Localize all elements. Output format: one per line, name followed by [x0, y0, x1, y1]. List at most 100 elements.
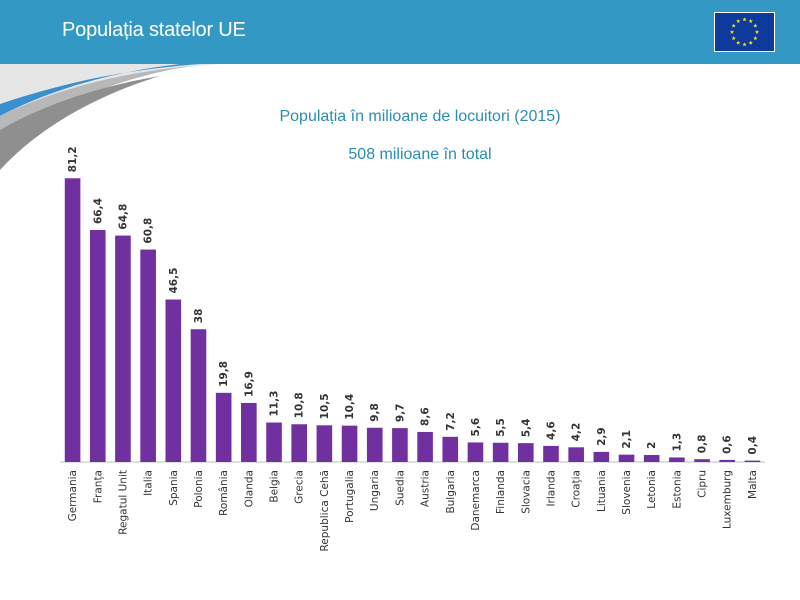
data-label: 5,4 [520, 419, 532, 438]
data-label: 0,8 [697, 435, 709, 454]
category-label: Polonia [193, 470, 205, 508]
bar [392, 428, 408, 462]
data-label: 4,6 [545, 421, 557, 440]
data-label: 19,8 [218, 361, 230, 387]
data-label: 16,9 [243, 371, 255, 397]
flag-star-icon [742, 17, 747, 22]
data-label: 10,4 [344, 394, 356, 420]
data-label: 2,9 [596, 427, 608, 446]
bar [518, 443, 534, 462]
bar [165, 299, 182, 462]
flag-star-icon [742, 42, 747, 47]
bar [643, 455, 660, 462]
bar [543, 445, 559, 462]
data-label: 38 [193, 309, 205, 324]
data-label: 2,1 [621, 430, 633, 449]
decorative-swoosh [0, 64, 220, 170]
category-label: Olanda [243, 470, 255, 507]
data-label: 10,5 [319, 393, 331, 419]
category-label: Danemarca [470, 470, 482, 531]
bar [366, 427, 383, 462]
category-label: Irlanda [545, 470, 557, 507]
bar [190, 329, 207, 462]
data-label: 10,8 [294, 392, 306, 418]
data-label: 4,2 [571, 423, 583, 442]
data-label: 9,7 [394, 404, 406, 423]
bar [241, 402, 257, 462]
bar [291, 424, 307, 462]
category-label: Malta [747, 470, 759, 499]
data-label: 66,4 [92, 198, 104, 224]
bar [492, 442, 509, 462]
bar [64, 178, 81, 462]
flag-star-icon [736, 40, 741, 45]
data-label: 5,6 [470, 418, 482, 437]
bar [467, 442, 484, 462]
bar [719, 459, 736, 462]
category-label: Germania [67, 470, 79, 521]
category-label: Austria [420, 470, 432, 507]
bar [140, 249, 156, 462]
bar [694, 459, 710, 462]
bar [669, 457, 685, 462]
bar [266, 422, 282, 462]
bar [341, 425, 358, 462]
bar [568, 447, 584, 462]
flag-star-icon [753, 23, 758, 28]
bar [417, 431, 433, 462]
header-bar: Populația statelor UE [0, 0, 800, 64]
eu-flag-icon [714, 12, 775, 52]
category-label: Bulgaria [445, 470, 457, 514]
data-label: 64,8 [117, 204, 129, 230]
data-label: 1,3 [671, 433, 683, 452]
bar [89, 229, 106, 462]
data-label: 2 [646, 442, 658, 449]
data-label: 0,4 [747, 436, 759, 455]
category-label: Belgia [269, 470, 281, 503]
category-label: Slovenia [621, 470, 633, 515]
data-label: 11,3 [269, 391, 281, 417]
data-label: 46,5 [168, 268, 180, 294]
data-label: 5,5 [495, 418, 507, 437]
category-label: Luxemburg [722, 470, 734, 529]
bar [115, 235, 131, 462]
bar [316, 425, 333, 462]
flag-star-icon [731, 35, 736, 41]
category-label: Lituania [596, 470, 608, 512]
category-label: Cipru [697, 470, 709, 498]
category-label: Italia [143, 470, 155, 496]
category-label: Portugalia [344, 470, 356, 523]
flag-star-icon [748, 18, 753, 24]
flag-star-icon [736, 18, 741, 24]
category-label: Regatul Unit [117, 470, 129, 535]
data-label: 7,2 [445, 412, 457, 431]
bar [744, 460, 761, 462]
bar [442, 436, 459, 462]
page-title: Populația statelor UE [62, 19, 246, 41]
data-label: 81,2 [67, 146, 79, 172]
category-label: Croația [571, 470, 583, 508]
chart-title: Populația în milioane de locuitori (2015… [279, 108, 561, 125]
chart-subtitle: 508 milioane în total [348, 146, 492, 163]
category-label: Grecia [294, 470, 306, 504]
category-label: Estonia [671, 470, 683, 509]
data-label: 8,6 [420, 407, 432, 426]
category-label: Suedia [394, 470, 406, 506]
category-label: Ungaria [369, 470, 381, 511]
data-label: 60,8 [143, 218, 155, 244]
flag-star-icon [748, 40, 753, 45]
flag-star-icon [753, 35, 758, 41]
flag-star-icon [731, 23, 736, 28]
category-label: Finlanda [495, 470, 507, 514]
bar [618, 454, 635, 462]
flag-star-icon [729, 29, 735, 34]
category-label: România [218, 470, 230, 516]
bar [215, 392, 232, 462]
category-label: Spania [168, 470, 180, 506]
category-label: Letonia [646, 470, 658, 509]
bar [593, 451, 610, 462]
eu-stars [729, 17, 760, 47]
category-label: Franța [92, 470, 104, 503]
category-label: Republica Cehă [319, 470, 331, 552]
